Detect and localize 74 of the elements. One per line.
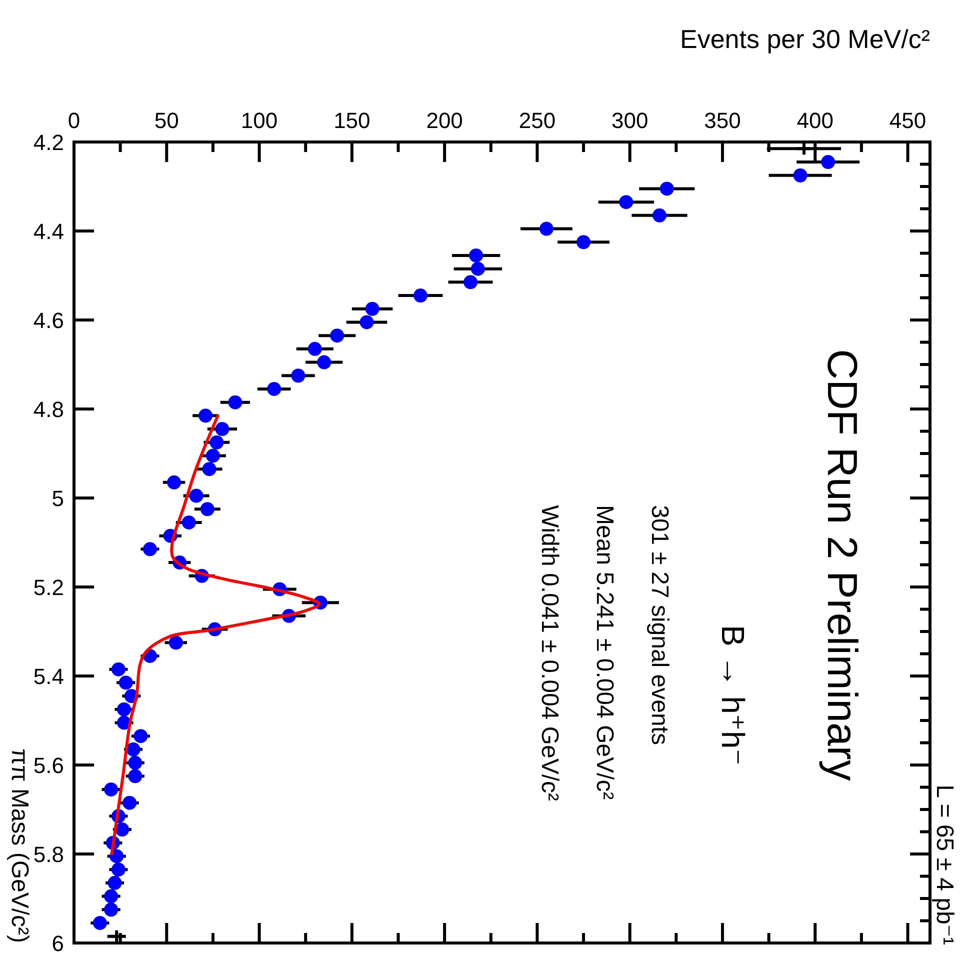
point	[619, 195, 634, 210]
x-tick-label: 350	[704, 108, 741, 133]
x-tick-label: 150	[334, 108, 370, 133]
point	[117, 702, 132, 716]
y-axis-title: ππ Mass (GeV/c²)	[6, 748, 33, 943]
x-axis-title: Events per 30 MeV/c²	[680, 24, 930, 54]
point	[330, 328, 344, 343]
point	[110, 849, 124, 864]
x-tick-label: 0	[68, 108, 80, 133]
point	[108, 876, 122, 890]
y-tick-label: 5.8	[33, 842, 64, 867]
x-tick-label: 400	[796, 108, 834, 133]
point	[104, 782, 118, 796]
point	[134, 729, 148, 744]
text: L = 65 ± 4 pb⁻¹	[931, 784, 958, 945]
point	[267, 382, 282, 396]
y-tick-label: 6	[52, 931, 64, 956]
point	[115, 822, 130, 837]
point	[104, 902, 118, 917]
annotation: Mean 5.241 ± 0.004 GeV/c²	[591, 505, 618, 800]
annotation: 301 ± 27 signal events	[646, 505, 673, 745]
text: CDF Run 2 Preliminary	[819, 349, 866, 781]
point	[413, 288, 428, 303]
point	[128, 769, 142, 784]
y-tick-label: 5	[52, 486, 64, 511]
y-tick-label: 5.6	[33, 753, 64, 778]
point	[652, 208, 666, 222]
point	[206, 448, 220, 463]
x-tick-label: 200	[426, 108, 463, 133]
point	[92, 916, 107, 930]
y-tick-label: 4.2	[33, 130, 64, 155]
point	[202, 462, 216, 476]
point	[360, 315, 374, 330]
point	[198, 408, 213, 423]
point	[821, 155, 836, 170]
point	[182, 515, 196, 530]
point	[168, 636, 183, 650]
point	[365, 302, 380, 316]
point	[167, 475, 182, 490]
point	[291, 368, 306, 383]
point	[210, 435, 224, 450]
y-tick-label: 5.4	[33, 664, 64, 689]
point	[317, 355, 332, 370]
point	[104, 889, 118, 904]
point	[126, 742, 140, 756]
x-tick-label: 450	[889, 108, 926, 133]
point	[200, 502, 214, 516]
point	[793, 168, 808, 182]
point	[576, 235, 591, 250]
point	[189, 488, 204, 503]
y-tick-label: 5.2	[33, 575, 64, 600]
point	[111, 862, 126, 877]
point	[122, 796, 137, 810]
point	[111, 662, 126, 676]
point	[469, 248, 484, 262]
point	[464, 275, 478, 290]
y-tick-label: 4.4	[33, 219, 64, 244]
point	[118, 676, 133, 690]
annotation: Width 0.041 ± 0.004 GeV/c²	[536, 505, 563, 801]
x-tick-label: 250	[518, 108, 556, 133]
point	[128, 756, 142, 770]
y-tick-label: 4.8	[33, 397, 64, 422]
annotation: B → h⁺h⁻	[715, 625, 751, 766]
y-tick-label: 4.6	[33, 308, 64, 333]
point	[308, 342, 322, 356]
point	[660, 182, 674, 196]
point	[470, 262, 485, 276]
point	[142, 542, 157, 556]
point	[215, 422, 230, 436]
x-tick-label: 50	[154, 108, 179, 133]
x-tick-label: 300	[611, 108, 648, 133]
x-tick-label: 100	[240, 108, 278, 133]
point	[539, 222, 554, 236]
point	[228, 395, 242, 410]
